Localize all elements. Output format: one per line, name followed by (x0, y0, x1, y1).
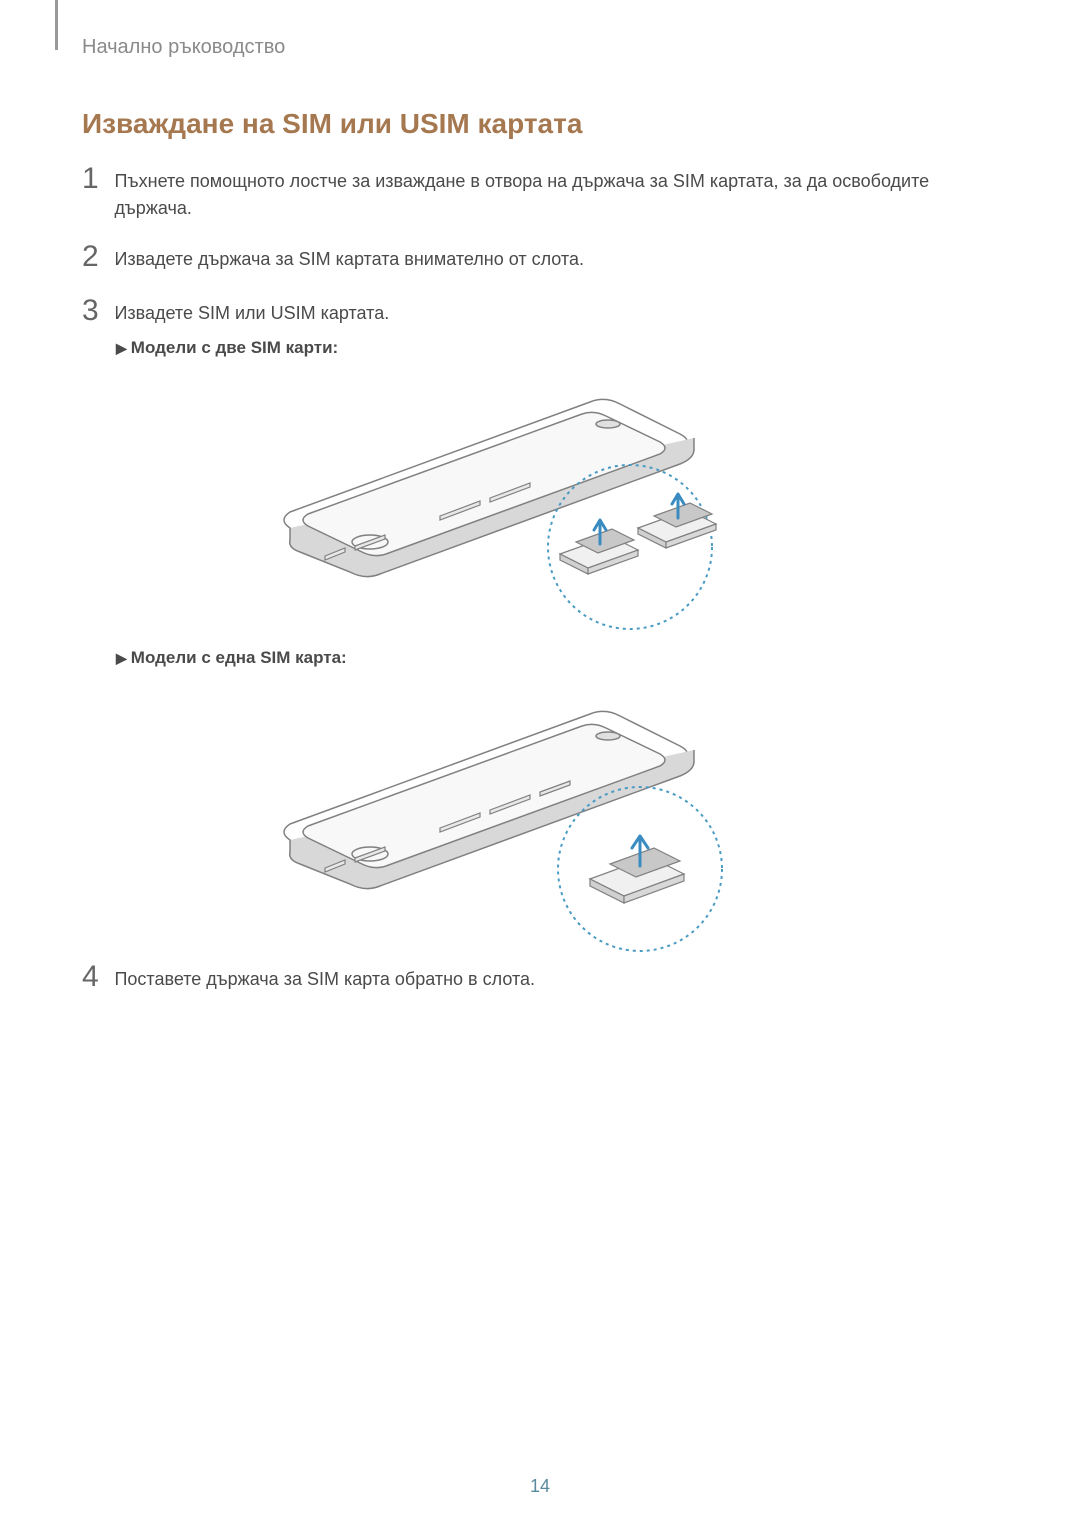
sublabel-single-text: Модели с една SIM карта (131, 648, 341, 667)
step-2-number: 2 (82, 240, 110, 274)
left-margin-rule (55, 0, 58, 50)
sublabel-single-sim: ▶Модели с една SIM карта: (116, 648, 347, 668)
triangle-icon: ▶ (116, 650, 127, 667)
step-3-number: 3 (82, 294, 110, 328)
single-sim-diagram (240, 684, 800, 954)
section-heading: Изваждане на SIM или USIM картата (82, 108, 582, 140)
step-2-text: Извадете държача за SIM картата внимател… (114, 240, 584, 273)
sublabel-dual-sim: ▶Модели с две SIM карти: (116, 338, 338, 358)
sublabel-dual-text: Модели с две SIM карти (131, 338, 333, 357)
triangle-icon: ▶ (116, 340, 127, 357)
step-4: 4 Поставете държача за SIM карта обратно… (82, 960, 998, 994)
dual-sim-diagram (240, 372, 800, 632)
step-1-text: Пъхнете помощното лостче за изваждане в … (114, 162, 964, 222)
step-4-number: 4 (82, 960, 110, 994)
step-1: 1 Пъхнете помощното лостче за изваждане … (82, 162, 998, 222)
step-1-number: 1 (82, 162, 110, 196)
page-number: 14 (0, 1476, 1080, 1497)
step-4-text: Поставете държача за SIM карта обратно в… (114, 960, 535, 993)
breadcrumb-header: Начално ръководство (82, 36, 285, 59)
step-3: 3 Извадете SIM или USIM картата. (82, 294, 998, 328)
step-2: 2 Извадете държача за SIM картата внимат… (82, 240, 998, 274)
step-3-text: Извадете SIM или USIM картата. (114, 294, 389, 327)
